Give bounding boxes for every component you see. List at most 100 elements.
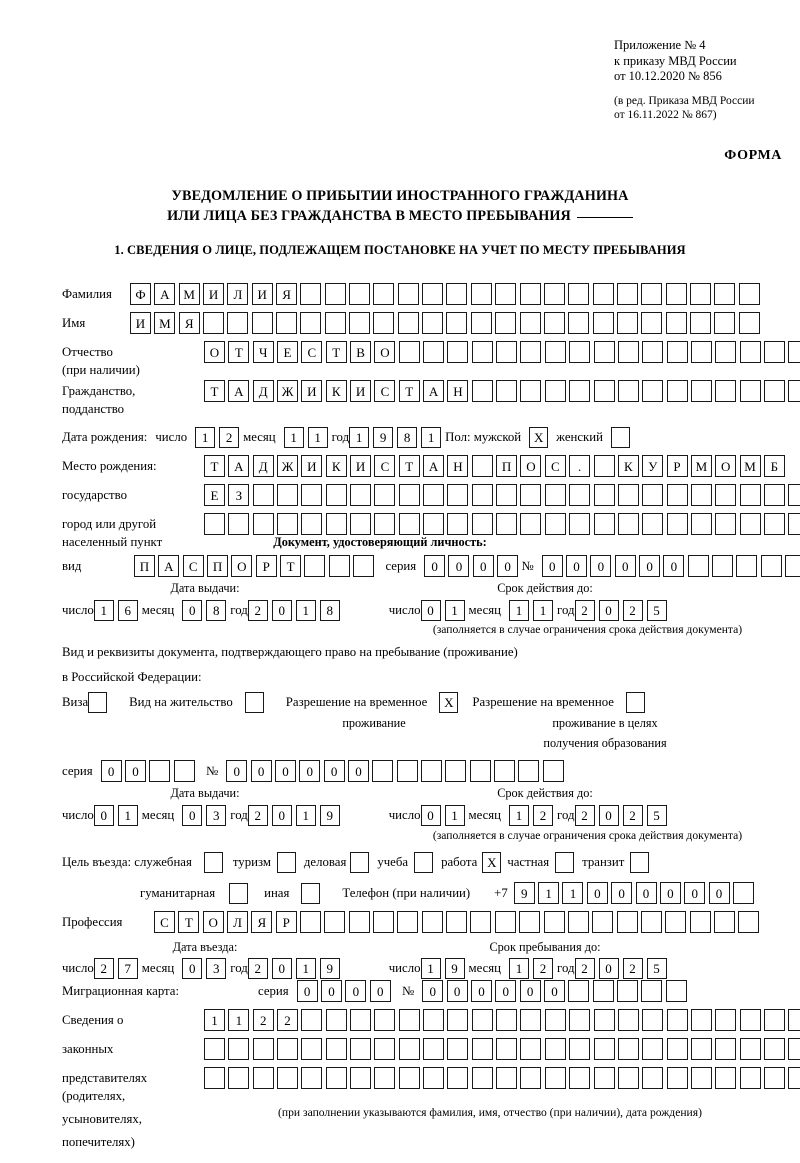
char-cell[interactable]: [738, 283, 760, 305]
char-cell[interactable]: [471, 1009, 493, 1031]
purpose-study-checkbox[interactable]: [414, 852, 434, 873]
char-cell[interactable]: [617, 1038, 639, 1060]
char-cell[interactable]: [447, 341, 469, 363]
char-cell[interactable]: [470, 283, 492, 305]
char-cell[interactable]: [228, 1067, 250, 1089]
char-cell[interactable]: 2: [252, 1009, 274, 1031]
char-cell[interactable]: [447, 484, 469, 506]
char-cell[interactable]: 9: [373, 427, 394, 448]
char-cell[interactable]: 3: [206, 805, 227, 826]
char-cell[interactable]: [690, 341, 712, 363]
char-cell[interactable]: [714, 312, 736, 334]
char-cell[interactable]: 0: [182, 600, 203, 621]
char-cell[interactable]: 0: [543, 980, 565, 1002]
char-cell[interactable]: Я: [251, 911, 273, 933]
residence-permit-checkbox[interactable]: [244, 692, 264, 713]
char-cell[interactable]: 0: [598, 600, 619, 621]
char-cell[interactable]: [397, 312, 419, 334]
char-cell[interactable]: 0: [614, 555, 636, 577]
char-cell[interactable]: 0: [299, 760, 321, 782]
char-cell[interactable]: И: [350, 455, 372, 477]
char-cell[interactable]: Т: [204, 380, 225, 402]
char-cell[interactable]: [301, 513, 323, 535]
char-cell[interactable]: [423, 1067, 445, 1089]
char-cell[interactable]: [763, 513, 785, 535]
char-cell[interactable]: [788, 1067, 800, 1089]
char-cell[interactable]: Д: [252, 380, 274, 402]
legal-rep-input-2[interactable]: [204, 1038, 800, 1060]
char-cell[interactable]: [617, 1067, 639, 1089]
char-cell[interactable]: 1: [307, 427, 328, 448]
char-cell[interactable]: К: [325, 455, 347, 477]
char-cell[interactable]: [301, 1038, 323, 1060]
char-cell[interactable]: [592, 312, 614, 334]
char-cell[interactable]: [300, 911, 322, 933]
char-cell[interactable]: 9: [319, 805, 340, 826]
char-cell[interactable]: [519, 312, 541, 334]
char-cell[interactable]: [542, 760, 564, 782]
char-cell[interactable]: [593, 1038, 615, 1060]
char-cell[interactable]: [569, 341, 591, 363]
char-cell[interactable]: [447, 1067, 469, 1089]
char-cell[interactable]: [325, 1067, 347, 1089]
char-cell[interactable]: И: [350, 380, 372, 402]
char-cell[interactable]: [665, 980, 687, 1002]
char-cell[interactable]: [469, 760, 491, 782]
char-cell[interactable]: 0: [611, 882, 633, 904]
char-cell[interactable]: [228, 1038, 250, 1060]
char-cell[interactable]: [788, 484, 800, 506]
char-cell[interactable]: [763, 484, 785, 506]
char-cell[interactable]: [277, 484, 299, 506]
char-cell[interactable]: [374, 484, 396, 506]
char-cell[interactable]: 2: [247, 958, 268, 979]
char-cell[interactable]: П: [207, 555, 229, 577]
char-cell[interactable]: З: [228, 484, 250, 506]
char-cell[interactable]: Л: [227, 283, 249, 305]
char-cell[interactable]: [666, 513, 688, 535]
char-cell[interactable]: [732, 882, 754, 904]
char-cell[interactable]: [715, 1067, 737, 1089]
char-cell[interactable]: [715, 1038, 737, 1060]
char-cell[interactable]: 1: [562, 882, 584, 904]
char-cell[interactable]: 0: [323, 760, 345, 782]
char-cell[interactable]: [277, 1038, 299, 1060]
char-cell[interactable]: [374, 1038, 396, 1060]
char-cell[interactable]: [739, 513, 761, 535]
char-cell[interactable]: [471, 341, 493, 363]
char-cell[interactable]: 0: [93, 805, 114, 826]
purpose-transit-checkbox[interactable]: [630, 852, 650, 873]
purpose-tourism-checkbox[interactable]: [276, 852, 296, 873]
birth-place-input-3[interactable]: [204, 513, 800, 535]
char-cell[interactable]: [593, 1067, 615, 1089]
char-cell[interactable]: [325, 1009, 347, 1031]
char-cell[interactable]: [374, 1067, 396, 1089]
char-cell[interactable]: [739, 1038, 761, 1060]
char-cell[interactable]: [642, 513, 664, 535]
char-cell[interactable]: [471, 455, 493, 477]
char-cell[interactable]: [714, 283, 736, 305]
char-cell[interactable]: 0: [100, 760, 122, 782]
char-cell[interactable]: [470, 312, 492, 334]
char-cell[interactable]: [593, 380, 615, 402]
char-cell[interactable]: 1: [295, 958, 316, 979]
char-cell[interactable]: С: [154, 911, 175, 933]
char-cell[interactable]: [520, 1009, 542, 1031]
char-cell[interactable]: [204, 1038, 225, 1060]
char-cell[interactable]: Л: [227, 911, 249, 933]
char-cell[interactable]: [593, 341, 615, 363]
char-cell[interactable]: [642, 1009, 664, 1031]
char-cell[interactable]: 0: [424, 555, 446, 577]
char-cell[interactable]: [397, 911, 419, 933]
char-cell[interactable]: [739, 380, 761, 402]
char-cell[interactable]: 0: [663, 555, 685, 577]
char-cell[interactable]: [568, 283, 590, 305]
char-cell[interactable]: [423, 341, 445, 363]
